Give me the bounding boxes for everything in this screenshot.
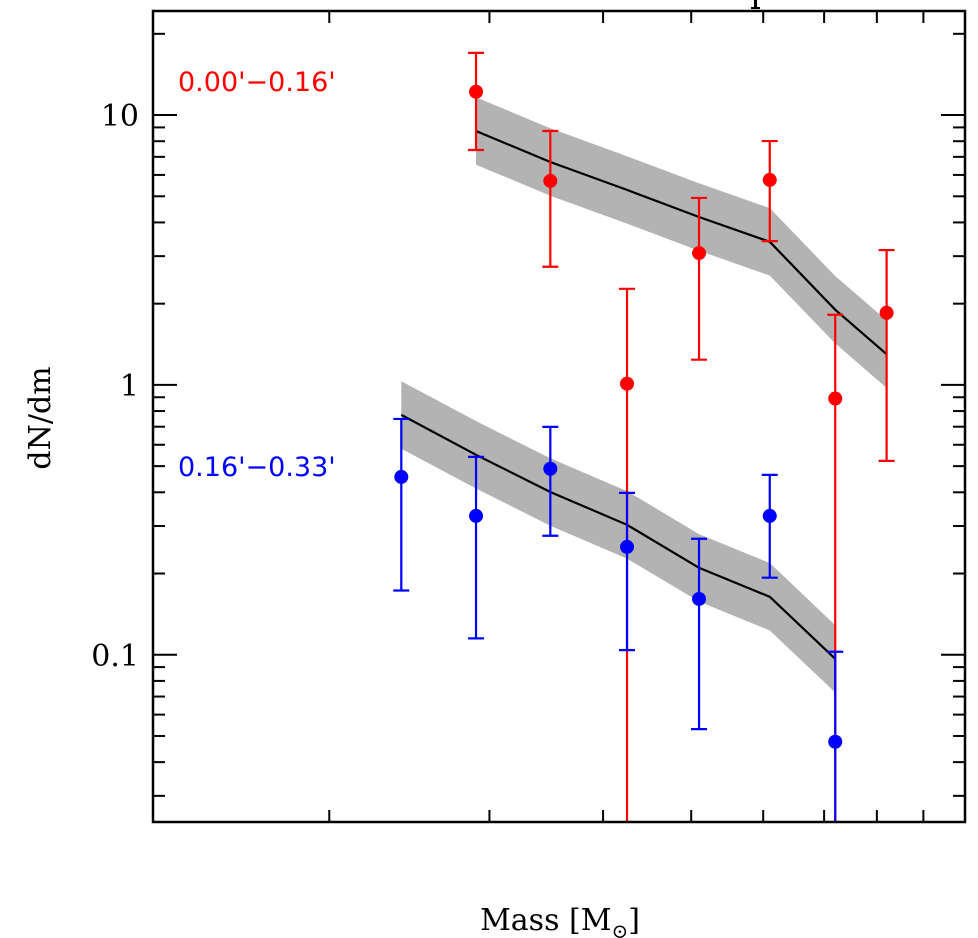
y-tick-labels: 0.1 1 10	[91, 99, 139, 674]
data-point	[692, 246, 707, 261]
data-point	[762, 508, 777, 523]
data-point	[828, 734, 843, 749]
legend-label-outer: 0.16'−0.33'	[178, 452, 336, 483]
model-bands	[401, 97, 887, 693]
data-point	[620, 376, 635, 391]
y-axis-title: dN/dm	[23, 366, 58, 469]
axis-ticks	[153, 11, 965, 822]
cropped-title-fragment-serif	[751, 7, 760, 9]
model-band-1	[401, 381, 836, 693]
legend-label-inner: 0.00'−0.16'	[178, 67, 336, 98]
plot-frame	[151, 9, 967, 824]
y-tick-label: 1	[120, 369, 139, 404]
data-point	[692, 591, 707, 606]
data-point	[469, 508, 484, 523]
data-point	[879, 305, 894, 320]
x-axis-title-main: Mass [M	[480, 903, 611, 938]
data-point	[620, 539, 635, 554]
data-point	[543, 173, 558, 188]
data-point	[394, 469, 409, 484]
axes-frame	[151, 9, 967, 824]
x-axis-title: Mass [M⊙]	[480, 903, 640, 938]
data-point	[543, 461, 558, 476]
model-band-0	[476, 97, 887, 388]
x-axis-title-subscript: ⊙	[611, 919, 628, 938]
data-point	[828, 391, 843, 406]
y-tick-label: 0.1	[91, 639, 139, 674]
y-tick-label: 10	[101, 99, 139, 134]
data-points	[394, 84, 894, 749]
x-axis-title-close: ]	[628, 903, 640, 938]
data-point	[469, 84, 484, 99]
cropped-title-fragment	[754, 0, 757, 9]
data-point	[762, 172, 777, 187]
